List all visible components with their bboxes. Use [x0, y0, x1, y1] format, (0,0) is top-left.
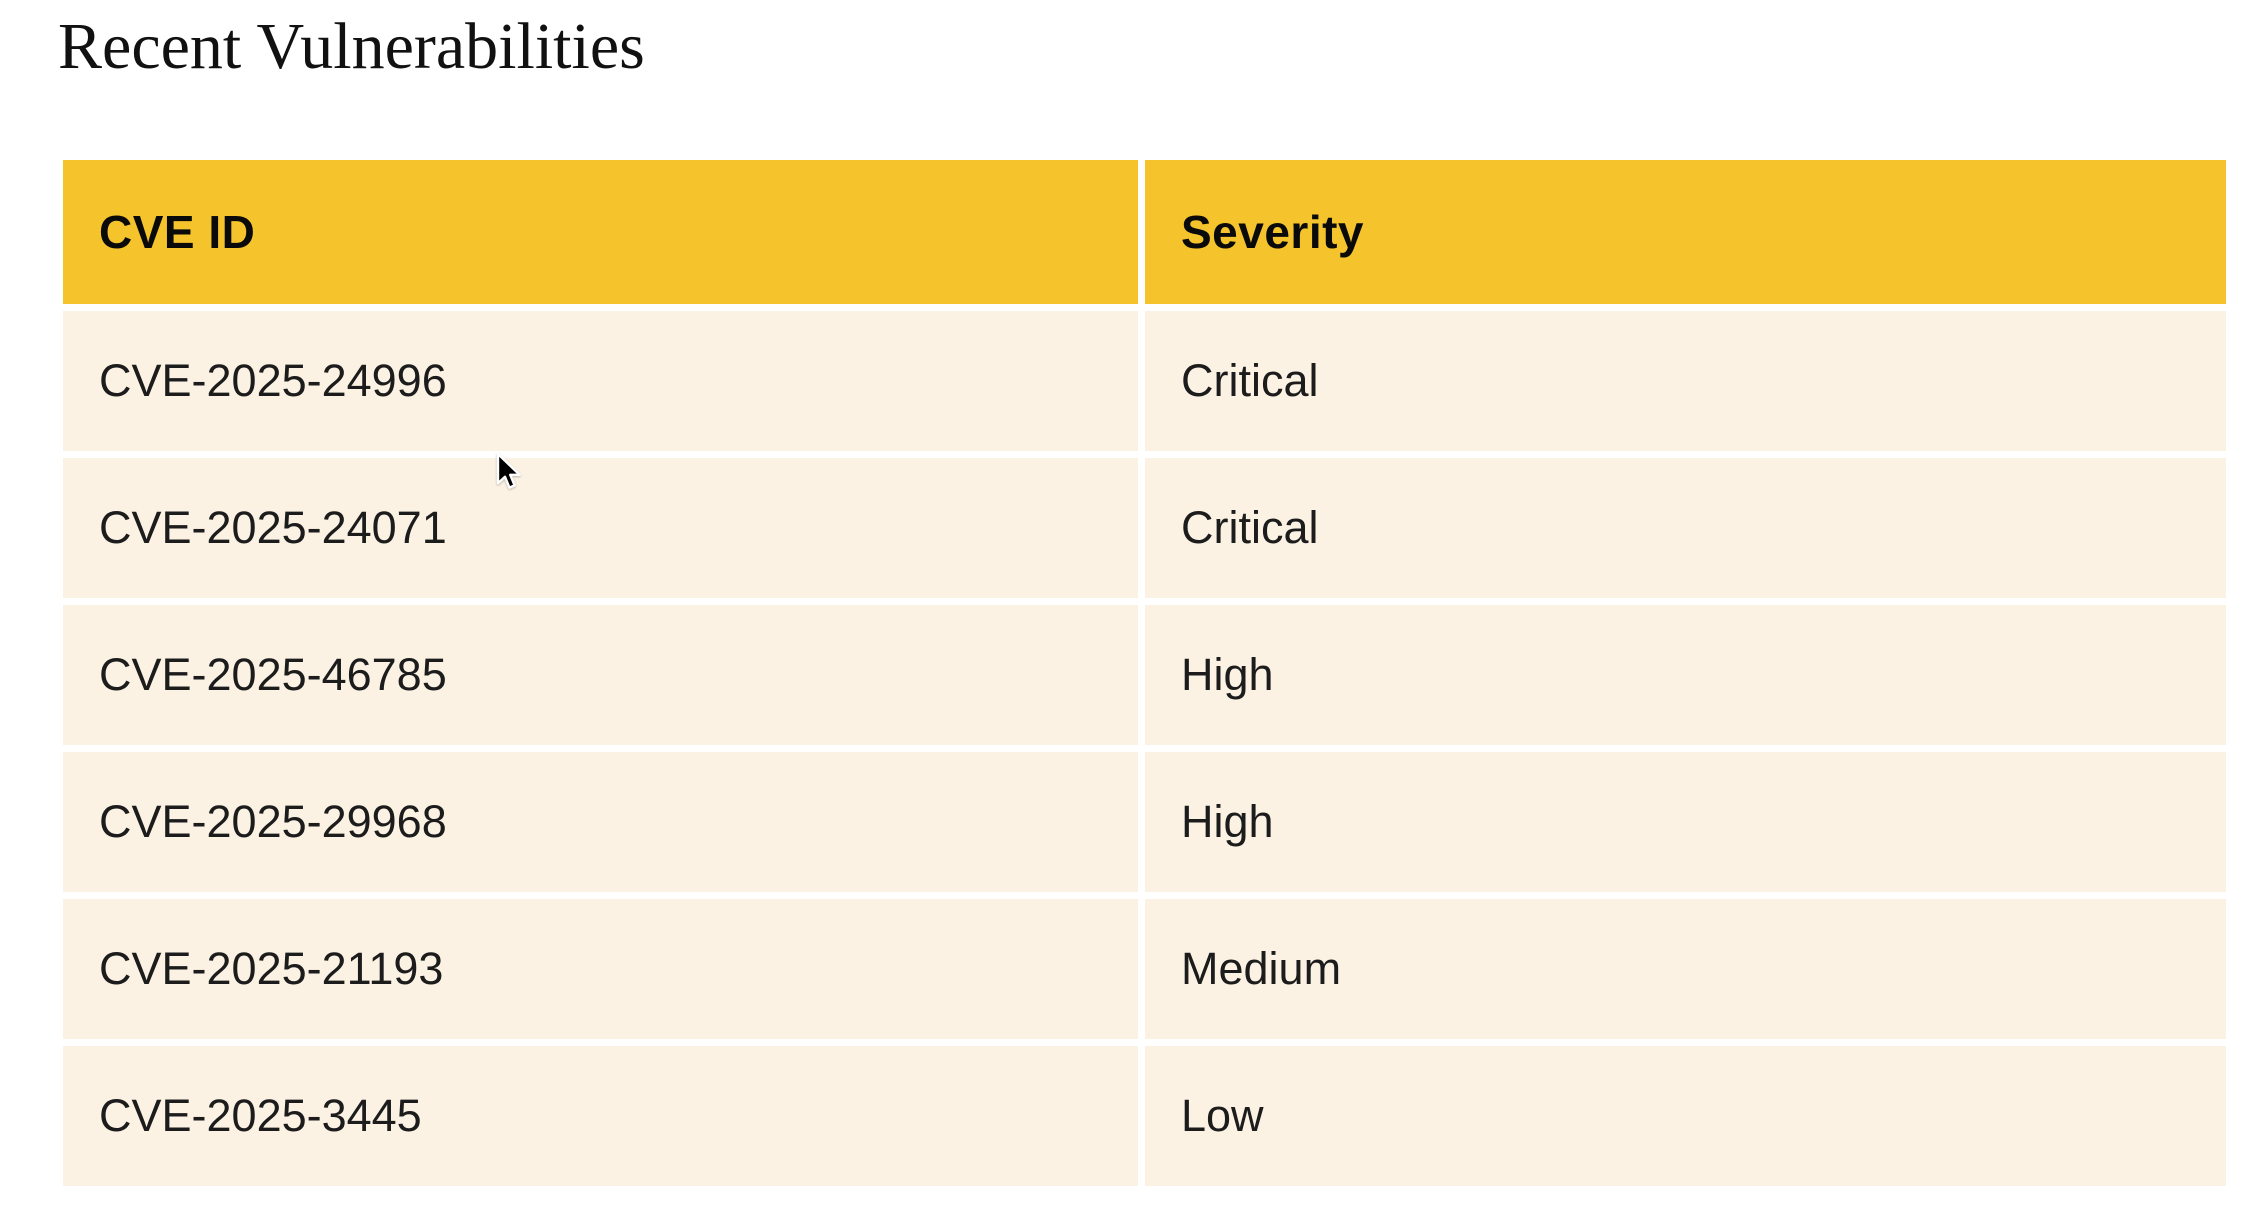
table-header-row: CVE ID Severity [63, 160, 2226, 304]
severity-cell: Critical [1145, 458, 2226, 598]
vulnerabilities-table: CVE ID Severity CVE-2025-24996 Critical … [63, 160, 2226, 1186]
table-body: CVE-2025-24996 Critical CVE-2025-24071 C… [63, 311, 2226, 1186]
table-row: CVE-2025-24996 Critical [63, 311, 2226, 451]
cve-id-cell: CVE-2025-46785 [63, 605, 1138, 745]
severity-cell: Low [1145, 1046, 2226, 1186]
table-row: CVE-2025-24071 Critical [63, 458, 2226, 598]
severity-cell: Critical [1145, 311, 2226, 451]
page-title: Recent Vulnerabilities [58, 10, 645, 83]
cve-id-cell: CVE-2025-24996 [63, 311, 1138, 451]
severity-cell: High [1145, 605, 2226, 745]
table-row: CVE-2025-3445 Low [63, 1046, 2226, 1186]
column-header-severity: Severity [1145, 160, 2226, 304]
cve-id-cell: CVE-2025-24071 [63, 458, 1138, 598]
column-header-cve-id: CVE ID [63, 160, 1138, 304]
cve-id-cell: CVE-2025-29968 [63, 752, 1138, 892]
severity-cell: High [1145, 752, 2226, 892]
table-row: CVE-2025-29968 High [63, 752, 2226, 892]
table-row: CVE-2025-21193 Medium [63, 899, 2226, 1039]
table-row: CVE-2025-46785 High [63, 605, 2226, 745]
severity-cell: Medium [1145, 899, 2226, 1039]
cve-id-cell: CVE-2025-21193 [63, 899, 1138, 1039]
cve-id-cell: CVE-2025-3445 [63, 1046, 1138, 1186]
